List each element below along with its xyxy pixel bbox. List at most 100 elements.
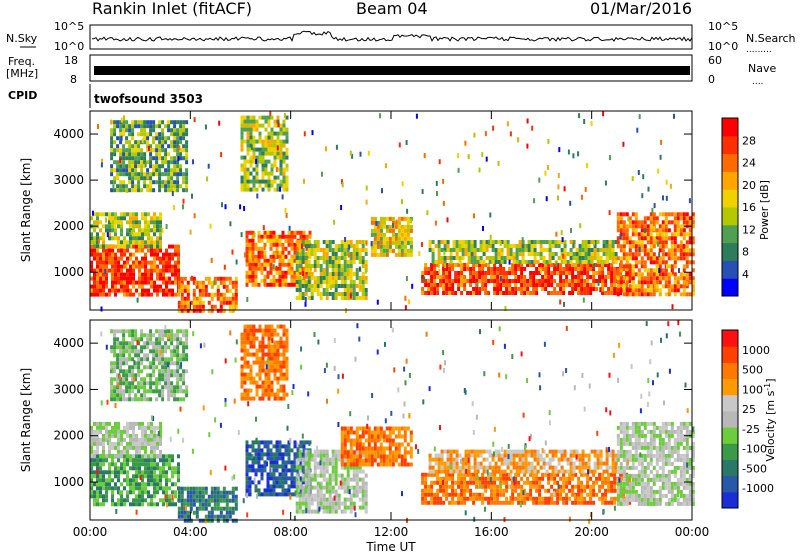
velocity-cell [409, 430, 413, 435]
power-cell [179, 120, 183, 125]
velocity-cell [493, 480, 497, 485]
power-cell [158, 172, 162, 177]
velocity-cell [487, 500, 491, 505]
power-cell [643, 268, 647, 273]
power-cell [143, 124, 147, 129]
power-cell [279, 123, 283, 128]
power-cell [448, 283, 452, 287]
power-cell [252, 159, 256, 164]
velocity-cell [186, 498, 190, 503]
power-cell [578, 260, 582, 264]
power-cell [664, 220, 668, 225]
power-cell [270, 131, 274, 136]
velocity-cell [538, 488, 542, 493]
velocity-cell [245, 472, 249, 477]
power-cell [496, 287, 500, 291]
velocity-cell [481, 492, 485, 497]
power-cell [153, 244, 156, 249]
power-cell [246, 171, 250, 176]
power-cell [120, 272, 123, 277]
velocity-cell [284, 472, 288, 477]
power-cell [134, 160, 138, 165]
power-cell [240, 119, 244, 124]
power-cell [433, 271, 437, 275]
power-cell [114, 228, 117, 233]
power-cell [595, 279, 599, 283]
velocity-cell [370, 458, 374, 463]
power-cell [278, 258, 282, 263]
power-cell [509, 248, 513, 252]
power-cell [260, 246, 264, 251]
power-cell [281, 230, 285, 235]
power-cell [93, 276, 96, 281]
power-speckle [457, 167, 460, 173]
velocity-cell [448, 484, 452, 489]
velocity-cell [99, 490, 102, 495]
velocity-cell [490, 488, 494, 493]
velocity-cell [141, 482, 144, 487]
velocity-cell [307, 465, 311, 470]
power-cell [520, 263, 524, 267]
power-speckle [435, 180, 438, 186]
velocity-cell [153, 462, 156, 467]
power-cell [481, 263, 485, 267]
velocity-cell [96, 454, 99, 459]
velocity-cell [361, 485, 365, 490]
power-cell [494, 248, 498, 252]
velocity-cell [490, 472, 494, 477]
power-cell [487, 291, 491, 295]
power-cell [625, 272, 629, 277]
power-cell [147, 280, 150, 285]
power-speckle [672, 269, 674, 275]
power-cell [137, 184, 141, 189]
power-cell [640, 224, 644, 229]
power-cell [613, 291, 617, 295]
power-cell [275, 282, 279, 287]
velocity-cell [382, 434, 386, 439]
velocity-cell [373, 454, 377, 459]
power-cell [93, 236, 96, 241]
power-cell [637, 280, 641, 285]
velocity-cell [275, 452, 279, 457]
velocity-cell [322, 485, 326, 490]
power-cell [137, 124, 141, 129]
velocity-cell [349, 493, 353, 498]
velocity-cell [293, 476, 297, 481]
power-cell [479, 260, 483, 264]
power-cell [177, 288, 181, 293]
power-cell [263, 234, 267, 239]
velocity-cell [511, 492, 515, 497]
power-speckle [161, 227, 164, 233]
velocity-cell [213, 486, 217, 491]
power-cell [159, 212, 162, 217]
velocity-cell [266, 448, 270, 453]
power-cell [676, 280, 680, 285]
power-cell [581, 260, 585, 264]
power-cell [173, 188, 177, 193]
power-cell [640, 288, 644, 293]
velocity-cell [171, 470, 174, 475]
power-cell [143, 136, 147, 141]
power-cell [123, 216, 126, 221]
velocity-cell [129, 433, 132, 438]
power-cell [313, 244, 317, 248]
velocity-cell [520, 488, 524, 493]
velocity-cell [406, 462, 410, 467]
velocity-cell [403, 446, 407, 451]
power-cell [655, 256, 659, 261]
velocity-cell [129, 486, 132, 491]
power-cell [159, 240, 162, 245]
power-cell [263, 230, 267, 235]
velocity-cell [192, 486, 196, 491]
velocity-cell [269, 448, 273, 453]
velocity-cell [319, 453, 323, 458]
velocity-cell [355, 469, 359, 474]
power-cell [90, 292, 93, 297]
power-cell [584, 244, 588, 248]
velocity-cell [346, 454, 350, 459]
velocity-cell [358, 462, 362, 467]
power-cell [559, 291, 563, 295]
power-cell [559, 263, 563, 267]
power-speckle [421, 242, 423, 247]
power-cell [248, 270, 252, 275]
